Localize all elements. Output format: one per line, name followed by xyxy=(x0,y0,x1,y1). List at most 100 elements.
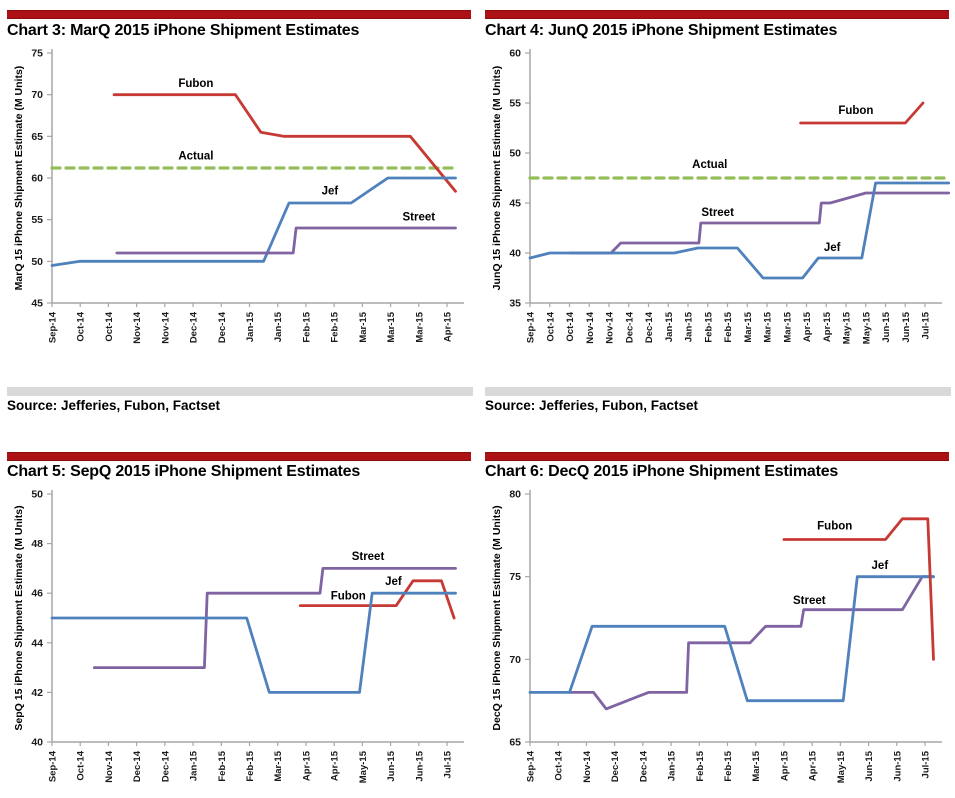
chart-panel-4: Chart 4: JunQ 2015 iPhone Shipment Estim… xyxy=(478,0,955,383)
x-tick-label: Dec-14 xyxy=(644,311,655,343)
x-tick-label: Mar-15 xyxy=(273,750,284,781)
x-tick-label: Feb-15 xyxy=(723,311,734,342)
x-tick-label: Jan-15 xyxy=(667,750,678,781)
chart-6-canvas: 65 70 75 80 Sep-14 Oct-14 Nov-14 Dec-14 Dec-14 Ja… xyxy=(491,489,942,783)
x-tick-label: Nov-14 xyxy=(582,750,593,782)
y-tick-label: 44 xyxy=(31,637,43,649)
series-label-jef: Jef xyxy=(824,242,841,254)
x-tick-label: Dec-14 xyxy=(624,311,635,343)
x-tick-label: May-15 xyxy=(836,750,847,783)
y-tick-label: 45 xyxy=(31,298,43,310)
x-tick-label: Mar-15 xyxy=(386,311,397,342)
series-label-jef: Jef xyxy=(322,186,339,198)
x-tick-label: Mar-15 xyxy=(358,311,369,342)
x-tick-label: Feb-15 xyxy=(703,311,714,342)
chart-panel-5: Chart 5: SepQ 2015 iPhone Shipment Estim… xyxy=(0,445,477,798)
x-tick-label: Apr-15 xyxy=(802,311,813,342)
x-tick-label: Sep-14 xyxy=(48,311,59,343)
x-tick-label: Dec-14 xyxy=(132,750,143,782)
y-tick-label: 40 xyxy=(509,248,521,260)
series-line-fubon xyxy=(298,579,456,620)
y-tick-label: 75 xyxy=(509,571,521,583)
x-tick-label: Jul-15 xyxy=(921,750,932,778)
x-tick-label: Jul-15 xyxy=(921,311,932,339)
x-tick-label: Jan-15 xyxy=(273,311,284,342)
y-tick-label: 70 xyxy=(31,89,43,101)
x-tick-label: May-15 xyxy=(861,311,872,344)
series-label-street: Street xyxy=(701,207,734,219)
series-line-street xyxy=(92,567,457,670)
x-tick-label: Dec-14 xyxy=(610,750,621,782)
x-tick-label: May-15 xyxy=(842,311,853,344)
y-tick-label: 65 xyxy=(509,737,521,749)
x-tick-label: Jun-15 xyxy=(881,311,892,342)
y-tick-label: 50 xyxy=(509,148,521,160)
y-axis-title: MarQ 15 iPhone Shipment Estimate (M Unit… xyxy=(13,66,25,291)
series-label-fubon: Fubon xyxy=(838,105,873,117)
chart-5-title: Chart 5: SepQ 2015 iPhone Shipment Estim… xyxy=(7,463,361,480)
x-tick-label: Mar-15 xyxy=(751,750,762,781)
x-tick-label: Jun-15 xyxy=(864,750,875,781)
series-line-fubon xyxy=(799,101,925,125)
x-tick-label: Apr-15 xyxy=(822,311,833,342)
chart-6-title: Chart 6: DecQ 2015 iPhone Shipment Estim… xyxy=(485,463,839,480)
y-tick-label: 40 xyxy=(31,737,43,749)
y-tick-label: 35 xyxy=(509,298,521,310)
x-tick-label: Nov-14 xyxy=(160,311,171,343)
x-tick-label: Apr-15 xyxy=(301,750,312,781)
series-line-jef xyxy=(50,591,457,694)
accent-bar xyxy=(7,452,471,461)
chart-panel-3: Chart 3: MarQ 2015 iPhone Shipment Estim… xyxy=(0,0,477,383)
x-tick-label: Nov-14 xyxy=(585,311,596,343)
x-tick-label: Jun-15 xyxy=(892,750,903,781)
y-tick-label: 45 xyxy=(509,198,521,210)
chart-3-canvas: 45 50 55 60 65 70 75 Sep-14 Oct-14 Oct-14 Nov-14 No… xyxy=(13,48,464,344)
x-tick-label: Nov-14 xyxy=(104,750,115,782)
series-label-jef: Jef xyxy=(385,576,402,588)
x-tick-label: May-15 xyxy=(358,750,369,783)
x-tick-label: Jun-15 xyxy=(414,750,425,781)
x-tick-label: Apr-15 xyxy=(808,750,819,781)
series-line-street xyxy=(568,191,951,255)
accent-bar xyxy=(485,10,949,19)
series-line-fubon xyxy=(112,93,457,193)
y-tick-label: 46 xyxy=(31,588,43,600)
x-tick-label: Oct-14 xyxy=(545,311,556,341)
y-tick-label: 50 xyxy=(31,489,43,501)
x-tick-label: Jan-15 xyxy=(245,311,256,342)
x-tick-label: Oct-14 xyxy=(104,311,115,341)
x-tick-label: Nov-14 xyxy=(132,311,143,343)
accent-bar xyxy=(7,10,471,19)
series-label-street: Street xyxy=(402,211,435,223)
separator-bar xyxy=(7,387,473,396)
source-text-right: Source: Jefferies, Fubon, Factset xyxy=(485,398,699,413)
series-label-fubon: Fubon xyxy=(331,591,366,603)
x-tick-label: Feb-15 xyxy=(330,311,341,342)
x-tick-label: Apr-15 xyxy=(779,750,790,781)
y-tick-label: 60 xyxy=(509,48,521,60)
series-label-jef: Jef xyxy=(872,560,889,572)
x-tick-label: Mar-15 xyxy=(782,311,793,342)
accent-bar xyxy=(485,452,949,461)
y-tick-label: 70 xyxy=(509,654,521,666)
separator-bar xyxy=(485,387,951,396)
x-tick-label: Mar-15 xyxy=(763,311,774,342)
x-tick-label: Dec-14 xyxy=(217,311,228,343)
x-tick-label: Apr-15 xyxy=(443,311,454,342)
x-tick-label: Feb-15 xyxy=(301,311,312,342)
x-tick-label: Jan-15 xyxy=(189,750,200,781)
x-tick-label: Dec-14 xyxy=(638,750,649,782)
x-tick-label: Mar-15 xyxy=(414,311,425,342)
y-tick-label: 48 xyxy=(31,538,43,550)
series-label-fubon: Fubon xyxy=(817,520,852,532)
y-tick-label: 65 xyxy=(31,131,43,143)
x-tick-label: Oct-14 xyxy=(554,750,565,780)
source-text-left: Source: Jefferies, Fubon, Factset xyxy=(7,398,221,413)
y-tick-label: 42 xyxy=(31,687,43,699)
series-label-fubon: Fubon xyxy=(178,78,213,90)
chart-4-title: Chart 4: JunQ 2015 iPhone Shipment Estim… xyxy=(485,22,838,39)
chart-5-canvas: 40 42 44 46 48 50 Sep-14 Oct-14 Nov-14 Dec-14 Dec-… xyxy=(13,489,464,783)
x-tick-label: Mar-15 xyxy=(743,311,754,342)
x-tick-label: Nov-14 xyxy=(605,311,616,343)
